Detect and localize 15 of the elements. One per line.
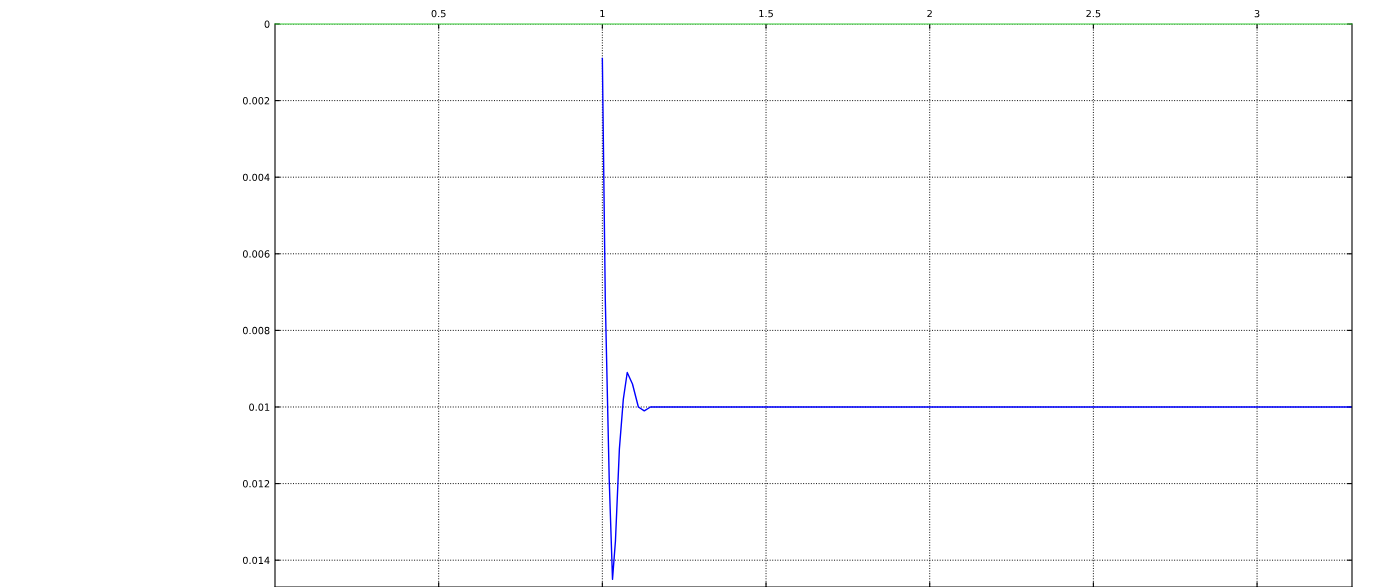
y-tick-label: 0.01	[249, 403, 270, 411]
y-tick-label: 0.014	[242, 556, 270, 565]
y-tick-label: 0.012	[242, 480, 270, 488]
y-tick-label: 0.008	[242, 326, 270, 335]
line-series	[601, 57, 1352, 581]
x-tick-label: 0.5	[431, 9, 446, 18]
x-tick-label: 2	[927, 9, 932, 18]
x-tick-label: 1.5	[759, 10, 773, 18]
x-tick-label: 1	[600, 10, 605, 18]
y-tick-label: 0.004	[242, 173, 270, 182]
x-tick-label: 3	[1254, 9, 1260, 18]
y-tick-label: 0	[264, 20, 270, 28]
y-tick-label: 0.006	[242, 250, 270, 258]
x-tick-label: 2.5	[1086, 9, 1101, 18]
y-tick-label: 0.002	[242, 97, 270, 105]
